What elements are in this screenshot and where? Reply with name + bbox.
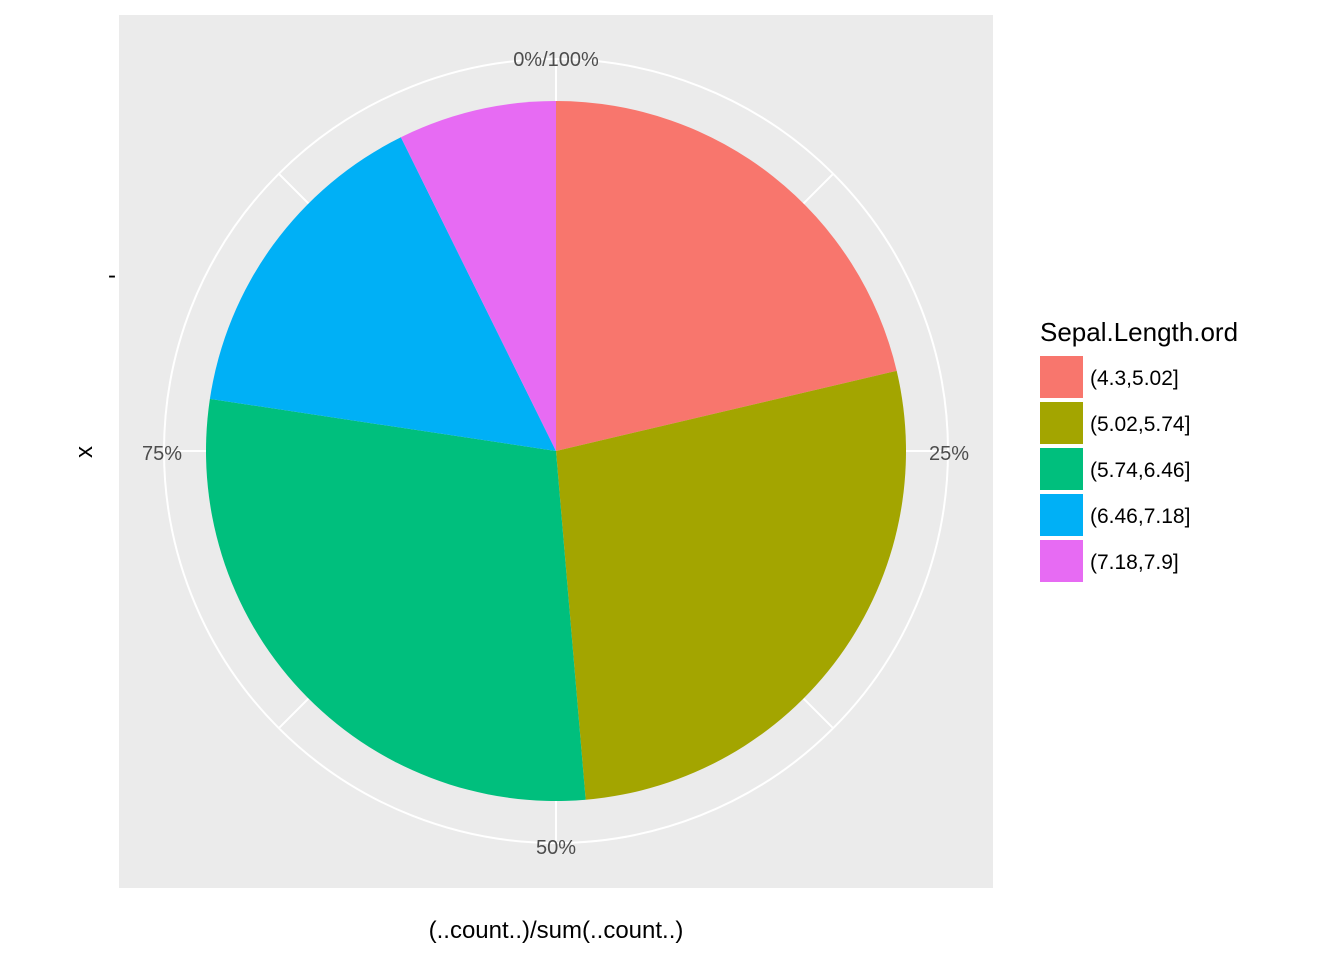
pie-slice-2 [556, 370, 906, 800]
angle-tick-label: 0%/100% [513, 49, 599, 71]
pie-slice-5 [400, 101, 556, 451]
legend-label: (5.74,6.46] [1090, 459, 1190, 482]
legend-swatch [1040, 448, 1083, 490]
legend-label: (4.3,5.02] [1090, 367, 1179, 390]
pie-slice-1 [556, 101, 897, 451]
y-tick-label: - [108, 262, 116, 289]
x-axis-title: (..count..)/sum(..count..) [429, 917, 684, 944]
angle-tick-label: 75% [142, 443, 182, 465]
pie-slice-3 [206, 398, 586, 801]
angle-tick-labels: 0%/100% 25% 50% 75% [142, 49, 969, 859]
legend-title: Sepal.Length.ord [1040, 317, 1238, 347]
legend-swatch [1040, 356, 1083, 398]
pie-slice-4 [209, 137, 556, 451]
legend-label: (5.02,5.74] [1090, 413, 1190, 436]
pie-slices [206, 101, 906, 801]
legend-label: (7.18,7.9] [1090, 551, 1179, 574]
angle-tick-label: 50% [536, 837, 576, 859]
legend-label: (6.46,7.18] [1090, 505, 1190, 528]
y-axis-title: x [71, 446, 98, 458]
legend-swatch [1040, 540, 1083, 582]
angle-tick-label: 25% [929, 443, 969, 465]
legend: Sepal.Length.ord (4.3,5.02] (5.02,5.74] (5… [1040, 317, 1238, 582]
legend-swatch [1040, 402, 1083, 444]
legend-swatch [1040, 494, 1083, 536]
